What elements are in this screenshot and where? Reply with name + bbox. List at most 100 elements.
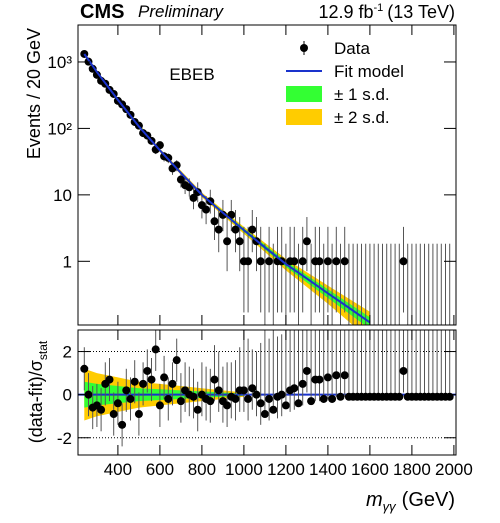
- legend-label: ± 1 s.d.: [334, 85, 390, 104]
- experiment: CMS: [80, 1, 124, 23]
- x-tick-label: 1200: [267, 460, 305, 479]
- energy: (13 TeV): [387, 2, 455, 22]
- y-tick-label: 10²: [47, 119, 72, 138]
- data-point: [323, 373, 332, 382]
- x-tick-label: 2000: [435, 460, 473, 479]
- data-point: [189, 392, 198, 401]
- data-point: [315, 375, 324, 384]
- data-point: [239, 386, 248, 395]
- data-point: [218, 210, 227, 219]
- data-point: [113, 399, 122, 408]
- data-point: [231, 394, 240, 403]
- data-point: [302, 366, 311, 375]
- x-label-sub: γγ: [383, 499, 398, 514]
- data-point: [244, 257, 253, 266]
- legend-label: Fit model: [334, 62, 404, 81]
- data-point: [105, 375, 114, 384]
- data-point: [210, 375, 219, 384]
- x-tick-label: 1400: [309, 460, 347, 479]
- data-point: [248, 225, 257, 234]
- pull-y-label-main: (data-fit)/σ: [26, 360, 46, 443]
- data-point: [160, 373, 169, 382]
- data-point: [252, 390, 261, 399]
- data-point: [332, 257, 341, 266]
- data-point: [231, 225, 240, 234]
- data-point: [399, 366, 408, 375]
- data-point: [147, 375, 156, 384]
- data-point: [126, 394, 135, 403]
- y-tick-label: 1: [63, 252, 72, 271]
- data-point: [235, 237, 244, 246]
- data-point: [395, 392, 404, 401]
- data-point: [244, 394, 253, 403]
- y-tick-label: 2: [63, 343, 72, 362]
- main-plot-area: [80, 49, 451, 325]
- data-point: [185, 183, 194, 192]
- legend-swatch: [286, 109, 322, 125]
- legend-label: ± 2 s.d.: [334, 108, 390, 127]
- data-point: [323, 257, 332, 266]
- fit-curve: [83, 53, 371, 324]
- data-point: [130, 377, 139, 386]
- data-point: [134, 410, 143, 419]
- data-point: [109, 410, 118, 419]
- data-point: [164, 394, 173, 403]
- pull-y-label-sub: stat: [36, 340, 50, 360]
- legend-swatch: [286, 86, 322, 102]
- x-tick-label: 1800: [393, 460, 431, 479]
- data-point: [97, 405, 106, 414]
- data-point: [206, 397, 215, 406]
- x-tick-label: 1000: [225, 460, 263, 479]
- data-point: [210, 217, 219, 226]
- main-frame: [77, 24, 457, 326]
- data-point: [290, 384, 299, 393]
- data-point: [302, 237, 311, 246]
- data-point: [340, 257, 349, 266]
- x-axis-label: mγγ (GeV): [366, 489, 455, 514]
- legend-marker: [300, 44, 308, 52]
- data-point: [151, 345, 160, 354]
- data-point: [265, 257, 274, 266]
- y-tick-label: 10: [53, 186, 72, 205]
- data-point: [172, 356, 181, 365]
- data-point: [399, 257, 408, 266]
- data-point: [214, 225, 223, 234]
- data-point: [319, 394, 328, 403]
- data-point: [315, 257, 324, 266]
- data-point: [290, 257, 299, 266]
- lumi-sup: -1: [374, 2, 384, 14]
- data-point: [202, 205, 211, 214]
- data-point: [294, 399, 303, 408]
- data-point: [143, 366, 152, 375]
- x-label-unit: (GeV): [402, 489, 455, 511]
- data-point: [168, 379, 177, 388]
- data-point: [118, 420, 127, 429]
- data-point: [92, 70, 101, 79]
- data-point: [336, 392, 345, 401]
- data-point: [193, 405, 202, 414]
- data-point: [260, 410, 269, 419]
- data-point: [281, 401, 290, 410]
- data-point: [122, 386, 131, 395]
- y-tick-label: 10³: [47, 53, 72, 72]
- pull-y-axis-label: (data-fit)/σstat: [26, 340, 50, 443]
- data-point: [223, 401, 232, 410]
- data-point: [445, 392, 454, 401]
- data-point: [256, 257, 265, 266]
- data-point: [298, 379, 307, 388]
- x-tick-label: 1600: [351, 460, 389, 479]
- data-point: [193, 188, 202, 197]
- data-point: [328, 394, 337, 403]
- data-point: [248, 384, 257, 393]
- y-axis-label: Events / 20 GeV: [24, 28, 44, 159]
- x-tick-label: 800: [188, 460, 216, 479]
- data-point: [139, 379, 148, 388]
- data-point: [277, 390, 286, 399]
- y-tick-label: -2: [57, 429, 72, 448]
- data-point: [176, 397, 185, 406]
- data-point: [332, 371, 341, 380]
- x-tick-label: 600: [146, 460, 174, 479]
- data-point: [265, 394, 274, 403]
